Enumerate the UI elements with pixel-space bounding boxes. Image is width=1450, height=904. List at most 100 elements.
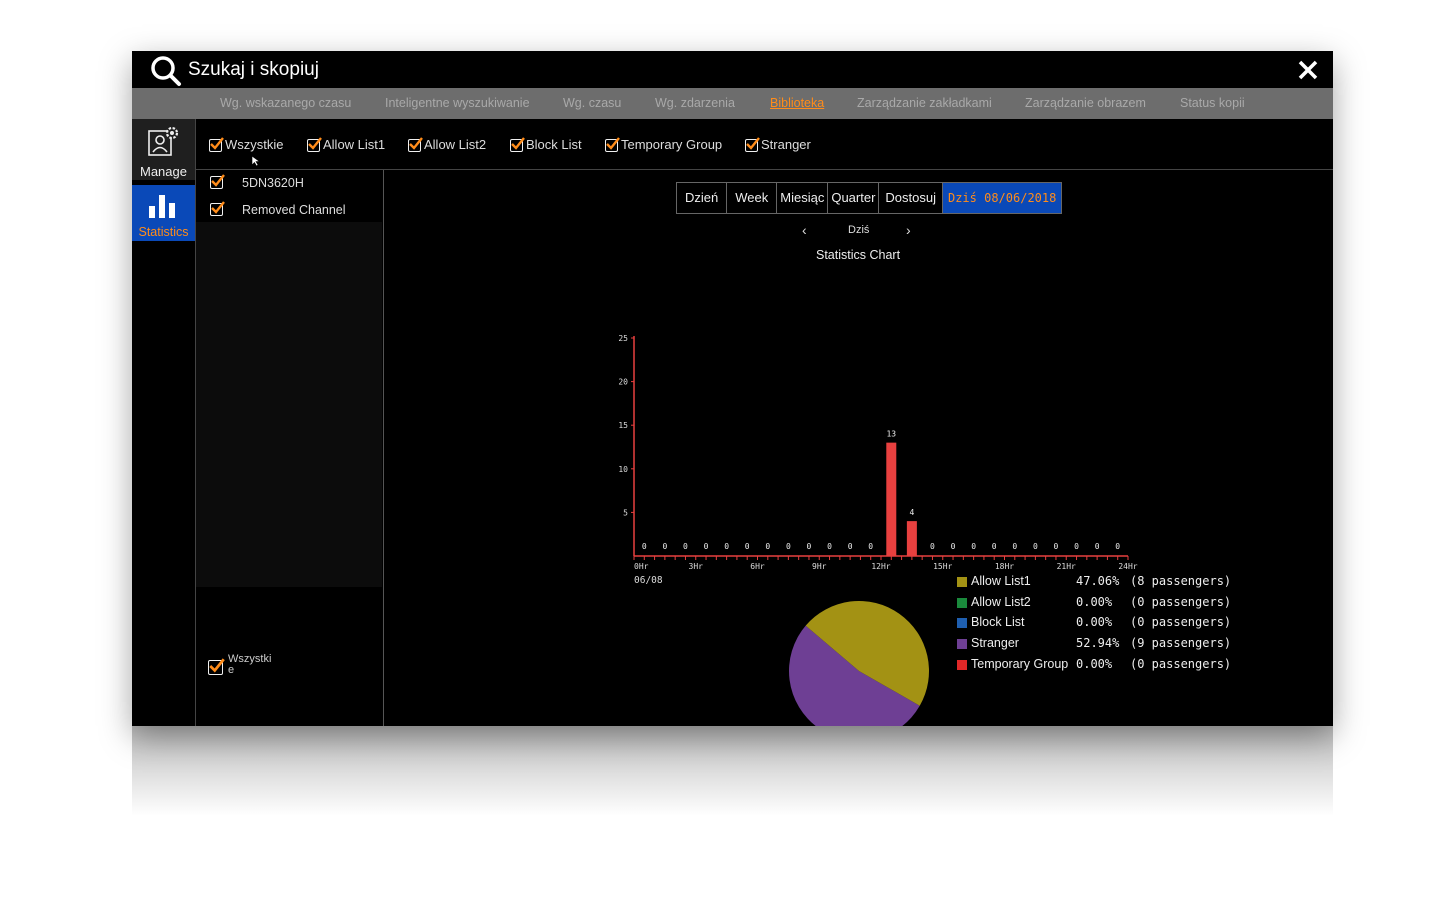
y-tick-label: 20 bbox=[618, 378, 628, 387]
channel-label: 5DN3620H bbox=[242, 176, 304, 190]
tab-bookmark-management[interactable]: Zarządzanie zakładkami bbox=[857, 96, 992, 110]
x-tick-label: 21Hr bbox=[1057, 562, 1076, 571]
tab-by-time[interactable]: Wg. czasu bbox=[563, 96, 622, 110]
filter-all-label: Wszystkie bbox=[225, 137, 284, 152]
period-today-button[interactable]: Dziś 08/06/2018 bbox=[942, 183, 1062, 213]
close-icon[interactable] bbox=[1297, 59, 1319, 81]
period-week-button[interactable]: Week bbox=[727, 183, 778, 213]
legend-swatch bbox=[957, 597, 967, 608]
bar-chart-icon bbox=[149, 195, 175, 218]
bar-value-label: 0 bbox=[683, 542, 688, 551]
legend-passengers: (0 passengers) bbox=[1130, 594, 1232, 609]
bar-value-label: 0 bbox=[1095, 542, 1100, 551]
bar-value-label: 0 bbox=[1074, 542, 1079, 551]
sidebar-item-statistics[interactable]: Statistics bbox=[132, 185, 195, 241]
legend-passengers: (9 passengers) bbox=[1130, 636, 1232, 651]
sidebar-item-statistics-label: Statistics bbox=[138, 225, 189, 239]
filter-allow-list1[interactable]: Allow List1 bbox=[307, 137, 386, 153]
x-tick-label: 18Hr bbox=[995, 562, 1014, 571]
previous-period-icon[interactable]: ‹ bbox=[802, 222, 807, 238]
channel-list-area bbox=[196, 222, 382, 587]
filter-block-list-label: Block List bbox=[526, 137, 582, 152]
bar-value-label: 4 bbox=[909, 508, 914, 517]
search-icon bbox=[151, 56, 181, 86]
channel-label: Removed Channel bbox=[242, 203, 346, 217]
legend-name: Block List bbox=[971, 615, 1025, 630]
bar-value-label: 0 bbox=[992, 542, 997, 551]
legend-swatch bbox=[957, 577, 967, 587]
period-day-button[interactable]: Dzień bbox=[677, 183, 728, 213]
legend-percent: 0.00% bbox=[1076, 656, 1113, 671]
legend-name: Temporary Group bbox=[971, 656, 1069, 671]
checkbox-checked-icon[interactable] bbox=[307, 137, 322, 153]
legend-swatch bbox=[957, 659, 967, 670]
group-filter-bar: Wszystkie Allow List1 Allow List2 Block … bbox=[196, 119, 1333, 170]
legend-passengers: (0 passengers) bbox=[1130, 656, 1232, 671]
filter-stranger[interactable]: Stranger bbox=[745, 137, 811, 153]
tab-smart-search[interactable]: Inteligentne wyszukiwanie bbox=[385, 96, 530, 110]
bar-value-label: 0 bbox=[765, 542, 770, 551]
period-quarter-button[interactable]: Quarter bbox=[828, 183, 880, 213]
filter-block-list[interactable]: Block List bbox=[510, 137, 582, 153]
statistics-main: Dzień Week Miesiąc Quarter Dostosuj Dziś… bbox=[384, 170, 1333, 726]
x-tick-label: 6Hr bbox=[750, 562, 765, 571]
x-tick-label: 15Hr bbox=[933, 562, 952, 571]
pie-slice bbox=[789, 625, 920, 726]
window-reflection bbox=[132, 726, 1333, 816]
checkbox-checked-icon[interactable] bbox=[745, 137, 760, 153]
filter-all[interactable]: Wszystkie bbox=[209, 137, 284, 153]
window-title: Szukaj i skopiuj bbox=[188, 59, 319, 80]
channel-panel: 5DN3620H Removed Channel Wszystki e bbox=[196, 170, 384, 726]
bar-value-label: 0 bbox=[1033, 542, 1038, 551]
x-tick-label: 3Hr bbox=[689, 562, 704, 571]
x-tick-label: 24Hr bbox=[1118, 562, 1137, 571]
period-custom-button[interactable]: Dostosuj bbox=[879, 183, 943, 213]
x-tick-label: 0Hr bbox=[634, 562, 649, 571]
tab-by-specified-time[interactable]: Wg. wskazanego czasu bbox=[220, 96, 352, 110]
bar-value-label: 0 bbox=[724, 542, 729, 551]
checkbox-checked-icon[interactable] bbox=[210, 201, 225, 216]
filter-allow-list2-label: Allow List2 bbox=[424, 137, 487, 152]
tab-copy-status[interactable]: Status kopii bbox=[1180, 96, 1245, 110]
mouse-cursor-icon bbox=[251, 155, 261, 167]
legend-name: Stranger bbox=[971, 636, 1019, 651]
checkbox-checked-icon[interactable] bbox=[408, 137, 423, 153]
pie-slice bbox=[805, 601, 929, 706]
sidebar-item-manage[interactable]: Manage bbox=[132, 119, 195, 180]
filter-temporary-group[interactable]: Temporary Group bbox=[605, 137, 722, 153]
legend-swatch bbox=[957, 618, 967, 629]
sidebar-item-manage-label: Manage bbox=[140, 164, 187, 179]
tab-library[interactable]: Biblioteka bbox=[770, 96, 825, 110]
legend-name: Allow List2 bbox=[971, 594, 1031, 609]
legend-percent: 52.94% bbox=[1076, 636, 1120, 651]
bar-value-label: 0 bbox=[786, 542, 791, 551]
x-tick-label: 12Hr bbox=[871, 562, 890, 571]
bar-value-label: 0 bbox=[807, 542, 812, 551]
tab-image-management[interactable]: Zarządzanie obrazem bbox=[1025, 96, 1146, 110]
legend-percent: 0.00% bbox=[1076, 594, 1113, 609]
filter-allow-list1-label: Allow List1 bbox=[323, 137, 386, 152]
checkbox-checked-icon[interactable] bbox=[510, 137, 525, 153]
legend-passengers: (8 passengers) bbox=[1130, 574, 1232, 588]
tab-by-event[interactable]: Wg. zdarzenia bbox=[655, 96, 735, 110]
y-tick-label: 10 bbox=[618, 465, 628, 474]
bar bbox=[906, 521, 917, 556]
checkbox-checked-icon[interactable] bbox=[605, 137, 620, 153]
channel-select-all-label: Wszystki e bbox=[228, 653, 272, 676]
x-date-label: 06/08 bbox=[634, 575, 663, 586]
checkbox-checked-icon[interactable] bbox=[208, 658, 225, 675]
period-selector: Dzień Week Miesiąc Quarter Dostosuj Dziś… bbox=[676, 182, 1063, 214]
next-period-icon[interactable]: › bbox=[906, 222, 911, 238]
filter-allow-list2[interactable]: Allow List2 bbox=[408, 137, 487, 153]
y-tick-label: 25 bbox=[618, 334, 628, 343]
bar-value-label: 0 bbox=[951, 542, 956, 551]
checkbox-checked-icon[interactable] bbox=[209, 137, 224, 153]
bar-value-label: 0 bbox=[848, 542, 853, 551]
period-month-button[interactable]: Miesiąc bbox=[777, 183, 829, 213]
y-tick-label: 5 bbox=[623, 508, 628, 517]
bar-value-label: 13 bbox=[886, 430, 896, 439]
sidebar: Manage Statistics bbox=[132, 119, 196, 726]
bar-value-label: 0 bbox=[1012, 542, 1017, 551]
x-tick-label: 9Hr bbox=[812, 562, 827, 571]
checkbox-checked-icon[interactable] bbox=[210, 174, 225, 189]
